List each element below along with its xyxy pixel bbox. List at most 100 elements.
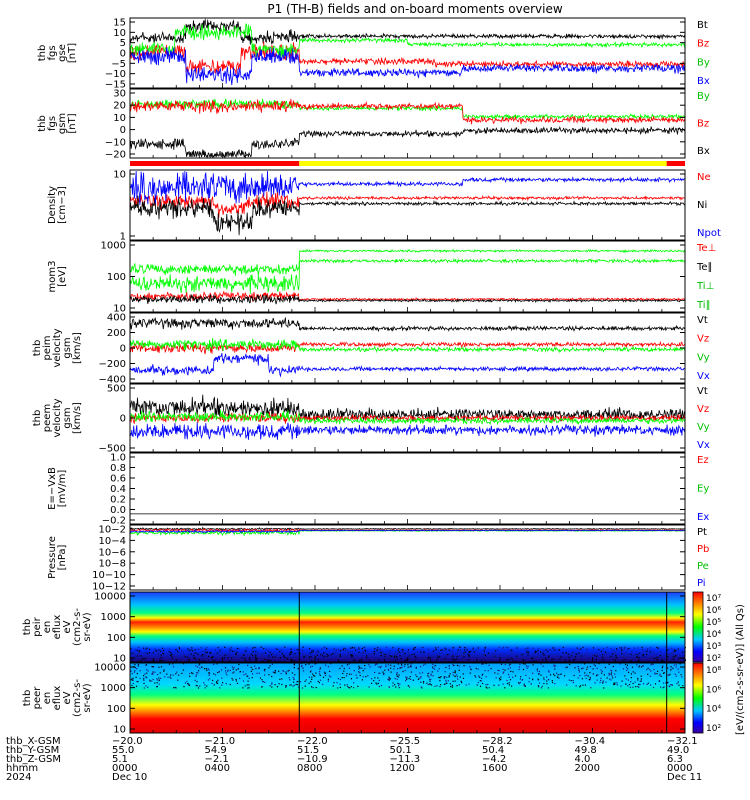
speckle bbox=[551, 681, 554, 684]
speckle bbox=[260, 653, 262, 656]
speckle bbox=[440, 649, 442, 651]
speckle bbox=[376, 659, 378, 661]
speckle bbox=[166, 659, 168, 661]
speckle bbox=[255, 659, 257, 661]
speckle bbox=[281, 652, 283, 655]
speckle bbox=[312, 650, 314, 652]
speckle bbox=[217, 671, 219, 674]
speckle bbox=[665, 682, 667, 684]
speckle bbox=[553, 665, 555, 667]
y-tick-label: 10 bbox=[113, 654, 126, 665]
speckle bbox=[586, 674, 588, 676]
speckle bbox=[365, 650, 367, 652]
speckle bbox=[434, 658, 436, 660]
speckle bbox=[400, 658, 402, 660]
speckle bbox=[638, 666, 640, 668]
speckle bbox=[456, 664, 459, 666]
speckle bbox=[170, 655, 172, 657]
speckle bbox=[355, 674, 357, 676]
speckle bbox=[410, 671, 412, 673]
speckle bbox=[468, 655, 470, 657]
speckle bbox=[554, 668, 556, 670]
speckle bbox=[174, 656, 176, 658]
speckle bbox=[428, 656, 430, 658]
speckle bbox=[350, 654, 352, 656]
speckle bbox=[311, 678, 313, 680]
speckle bbox=[154, 682, 156, 684]
series-Pt bbox=[129, 526, 686, 531]
speckle bbox=[482, 682, 484, 685]
speckle bbox=[518, 666, 521, 668]
speckle bbox=[226, 654, 228, 656]
x-value-X: −30.4 bbox=[575, 736, 606, 747]
y-axis-label: Density bbox=[47, 186, 58, 224]
speckle bbox=[630, 677, 632, 679]
speckle bbox=[454, 671, 456, 673]
speckle bbox=[369, 659, 371, 661]
speckle bbox=[283, 655, 285, 657]
speckle bbox=[668, 660, 670, 662]
speckle bbox=[674, 650, 676, 652]
series-By bbox=[129, 98, 686, 121]
speckle bbox=[612, 677, 614, 679]
y-axis-label: peem bbox=[42, 404, 53, 432]
speckle bbox=[584, 684, 586, 686]
speckle bbox=[632, 686, 634, 688]
speckle bbox=[624, 659, 626, 661]
speckle bbox=[253, 654, 256, 656]
speckle bbox=[214, 659, 216, 662]
speckle bbox=[448, 665, 450, 667]
x-row-label: thb_Z-GSM bbox=[6, 754, 61, 765]
speckle bbox=[146, 677, 148, 679]
y-tick-label: 10000 bbox=[94, 663, 126, 674]
speckle bbox=[670, 684, 672, 686]
speckle bbox=[408, 658, 410, 660]
speckle bbox=[389, 650, 391, 652]
speckle bbox=[235, 678, 237, 680]
speckle bbox=[211, 682, 213, 684]
speckle bbox=[145, 685, 147, 687]
speckle bbox=[649, 675, 651, 677]
speckle bbox=[412, 648, 414, 651]
speckle bbox=[374, 648, 376, 650]
speckle bbox=[468, 651, 470, 653]
speckle bbox=[653, 654, 655, 656]
speckle bbox=[654, 683, 657, 685]
speckle bbox=[262, 653, 264, 655]
speckle bbox=[546, 680, 548, 682]
x-value-X: −20.0 bbox=[112, 736, 143, 747]
speckle bbox=[428, 672, 430, 674]
y-tick-label: −200 bbox=[99, 359, 126, 370]
speckle bbox=[388, 676, 390, 678]
y-axis-label: eV bbox=[62, 620, 73, 633]
speckle bbox=[392, 682, 394, 684]
speckle bbox=[136, 649, 138, 651]
y-axis-label: gsm bbox=[62, 337, 73, 358]
speckle bbox=[469, 666, 471, 668]
speckle bbox=[233, 658, 235, 660]
speckle bbox=[370, 653, 372, 655]
speckle bbox=[429, 657, 431, 659]
speckle bbox=[388, 686, 390, 688]
spectrogram-speckle bbox=[130, 646, 686, 664]
speckle bbox=[497, 649, 499, 651]
speckle bbox=[642, 655, 644, 657]
speckle bbox=[434, 665, 436, 667]
speckle bbox=[437, 670, 439, 672]
x-value-X: −25.5 bbox=[390, 736, 421, 747]
speckle bbox=[290, 659, 292, 661]
speckle bbox=[468, 683, 470, 685]
speckle bbox=[509, 679, 512, 681]
legend-Vy: Vy bbox=[697, 422, 710, 433]
speckle bbox=[162, 652, 164, 655]
speckle bbox=[527, 654, 529, 656]
speckle bbox=[621, 656, 623, 658]
speckle bbox=[661, 669, 663, 672]
speckle bbox=[500, 653, 502, 655]
speckle bbox=[248, 687, 250, 689]
speckle bbox=[285, 673, 287, 675]
speckle bbox=[616, 649, 618, 651]
y-tick-label: −0.2 bbox=[102, 516, 126, 527]
speckle bbox=[506, 658, 508, 660]
speckle bbox=[543, 654, 545, 656]
